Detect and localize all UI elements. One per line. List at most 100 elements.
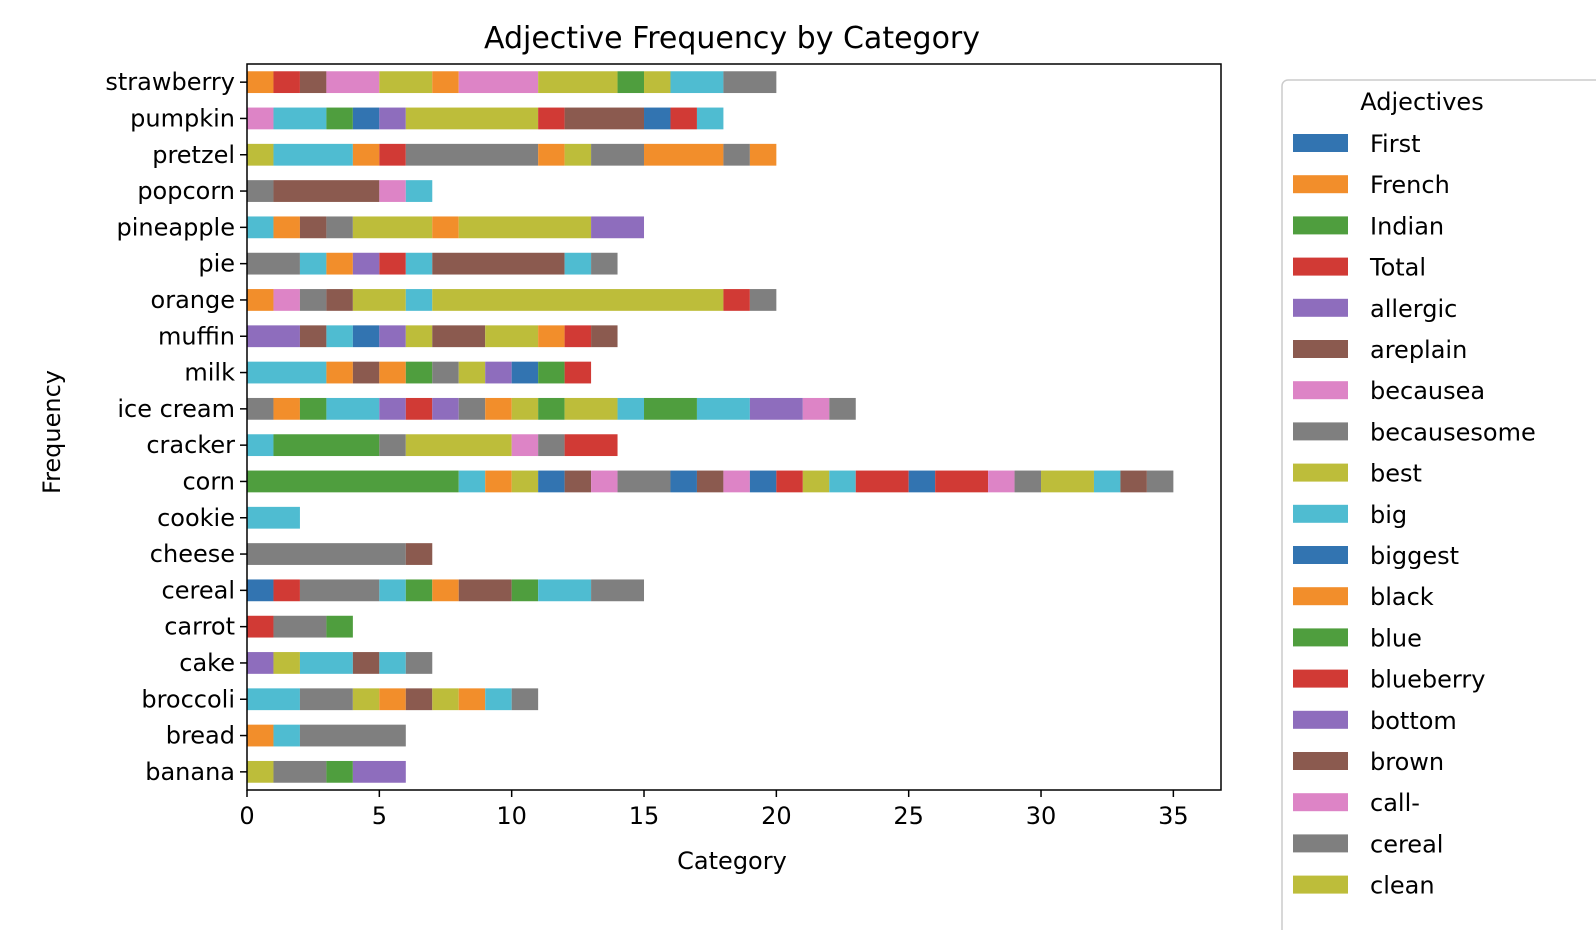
bar-segment bbox=[352, 652, 380, 674]
bar-segment bbox=[405, 180, 433, 202]
bar-segment bbox=[538, 107, 565, 130]
bar-segment bbox=[326, 252, 353, 275]
bar-segment bbox=[352, 361, 380, 384]
bar-segment bbox=[776, 470, 803, 493]
bar-segment bbox=[379, 361, 406, 384]
bar-segment bbox=[379, 180, 406, 202]
bar-segment bbox=[723, 470, 750, 493]
legend-swatch bbox=[1293, 340, 1348, 358]
bar-segment bbox=[247, 724, 274, 747]
legend: Adjectives First French Indian Total allergi… bbox=[1281, 79, 1596, 934]
bar-segment bbox=[432, 252, 565, 275]
bar-segment bbox=[379, 397, 406, 420]
y-tick-label: pineapple bbox=[117, 213, 236, 241]
bar-segment bbox=[247, 180, 274, 202]
bar-segment bbox=[432, 325, 486, 348]
legend-label: becausea bbox=[1370, 377, 1485, 405]
bar-segment bbox=[485, 470, 512, 493]
bar-segment bbox=[617, 470, 671, 493]
bar-segment bbox=[829, 397, 856, 420]
bar-segment bbox=[299, 652, 353, 674]
x-tick-label: 0 bbox=[239, 802, 254, 830]
legend-swatch bbox=[1293, 298, 1348, 317]
bar-segment bbox=[405, 107, 539, 130]
legend-label: First bbox=[1370, 130, 1421, 158]
bar-segment bbox=[247, 289, 274, 311]
bar-segment bbox=[432, 397, 459, 420]
bar-segment bbox=[458, 579, 512, 602]
bar-segment bbox=[273, 434, 380, 457]
y-axis: strawberry pumpkin pretzel popcorn pineapple… bbox=[105, 68, 247, 786]
bar-segment bbox=[405, 434, 512, 457]
bar-segment bbox=[326, 615, 353, 638]
bar-segment bbox=[326, 361, 353, 384]
bar-segment bbox=[749, 470, 777, 493]
legend-label: Indian bbox=[1370, 212, 1444, 240]
bar-segment bbox=[644, 107, 671, 130]
bar-segment bbox=[247, 107, 274, 130]
bar-segment bbox=[379, 143, 406, 166]
y-tick-label: orange bbox=[151, 286, 235, 314]
x-tick-label: 10 bbox=[496, 802, 527, 830]
bar-segment bbox=[405, 652, 433, 674]
bar-segment bbox=[247, 325, 300, 348]
y-tick-label: cake bbox=[179, 649, 235, 677]
bar-segment bbox=[485, 397, 512, 420]
legend-label: brown bbox=[1370, 748, 1444, 776]
y-tick-label: cereal bbox=[162, 576, 235, 604]
bar-segment bbox=[273, 615, 327, 638]
bar-segment bbox=[511, 688, 539, 711]
bar-segment bbox=[485, 325, 539, 348]
bar-segment bbox=[405, 543, 433, 565]
bar-segment bbox=[405, 252, 433, 275]
bar-segment bbox=[273, 71, 300, 94]
bar-segment bbox=[1014, 470, 1042, 493]
legend-swatch bbox=[1293, 257, 1348, 276]
bar-segment bbox=[299, 71, 327, 94]
bar-segment bbox=[432, 71, 459, 94]
bar-segment bbox=[299, 688, 353, 711]
bar-segment bbox=[299, 289, 327, 311]
bar-segment bbox=[485, 361, 512, 384]
bar-segment bbox=[247, 143, 274, 166]
bar-segment bbox=[723, 143, 750, 166]
bar-segment bbox=[247, 579, 274, 602]
bar-segment bbox=[405, 361, 433, 384]
bar-segment bbox=[326, 760, 353, 783]
y-tick-label: bread bbox=[166, 722, 235, 750]
bar-segment bbox=[247, 361, 327, 384]
chart-title: Adjective Frequency by Category bbox=[484, 21, 980, 56]
bar-segment bbox=[617, 71, 645, 94]
legend-label: big bbox=[1370, 501, 1407, 529]
bar-segment bbox=[247, 760, 274, 783]
bar-segment bbox=[273, 724, 300, 747]
bar-segment bbox=[538, 325, 565, 348]
bar-segment bbox=[352, 325, 380, 348]
bar-segment bbox=[299, 397, 327, 420]
bar-segment bbox=[988, 470, 1015, 493]
bar-segment bbox=[802, 397, 830, 420]
bar-segment bbox=[405, 579, 433, 602]
bar-segment bbox=[1041, 470, 1094, 493]
bar-segment bbox=[273, 397, 300, 420]
legend-label: black bbox=[1370, 583, 1434, 611]
legend-label: becausesome bbox=[1370, 418, 1536, 446]
legend-swatch bbox=[1293, 710, 1348, 729]
bar-segment bbox=[379, 688, 406, 711]
legend-label: blue bbox=[1370, 624, 1422, 652]
legend-swatch bbox=[1293, 216, 1348, 235]
bar-segment bbox=[538, 71, 618, 94]
bar-segment bbox=[379, 107, 406, 130]
bar-segment bbox=[564, 107, 645, 130]
bar-segment bbox=[326, 71, 380, 94]
bar-segment bbox=[511, 361, 539, 384]
y-tick-label: ice cream bbox=[117, 395, 235, 423]
bar-segment bbox=[247, 252, 300, 275]
bar-segment bbox=[564, 325, 592, 348]
legend-swatch bbox=[1293, 381, 1348, 400]
x-tick-label: 15 bbox=[629, 802, 660, 830]
y-tick-label: cheese bbox=[150, 540, 235, 568]
bar-segment bbox=[247, 397, 274, 420]
bar-segment bbox=[591, 470, 618, 493]
